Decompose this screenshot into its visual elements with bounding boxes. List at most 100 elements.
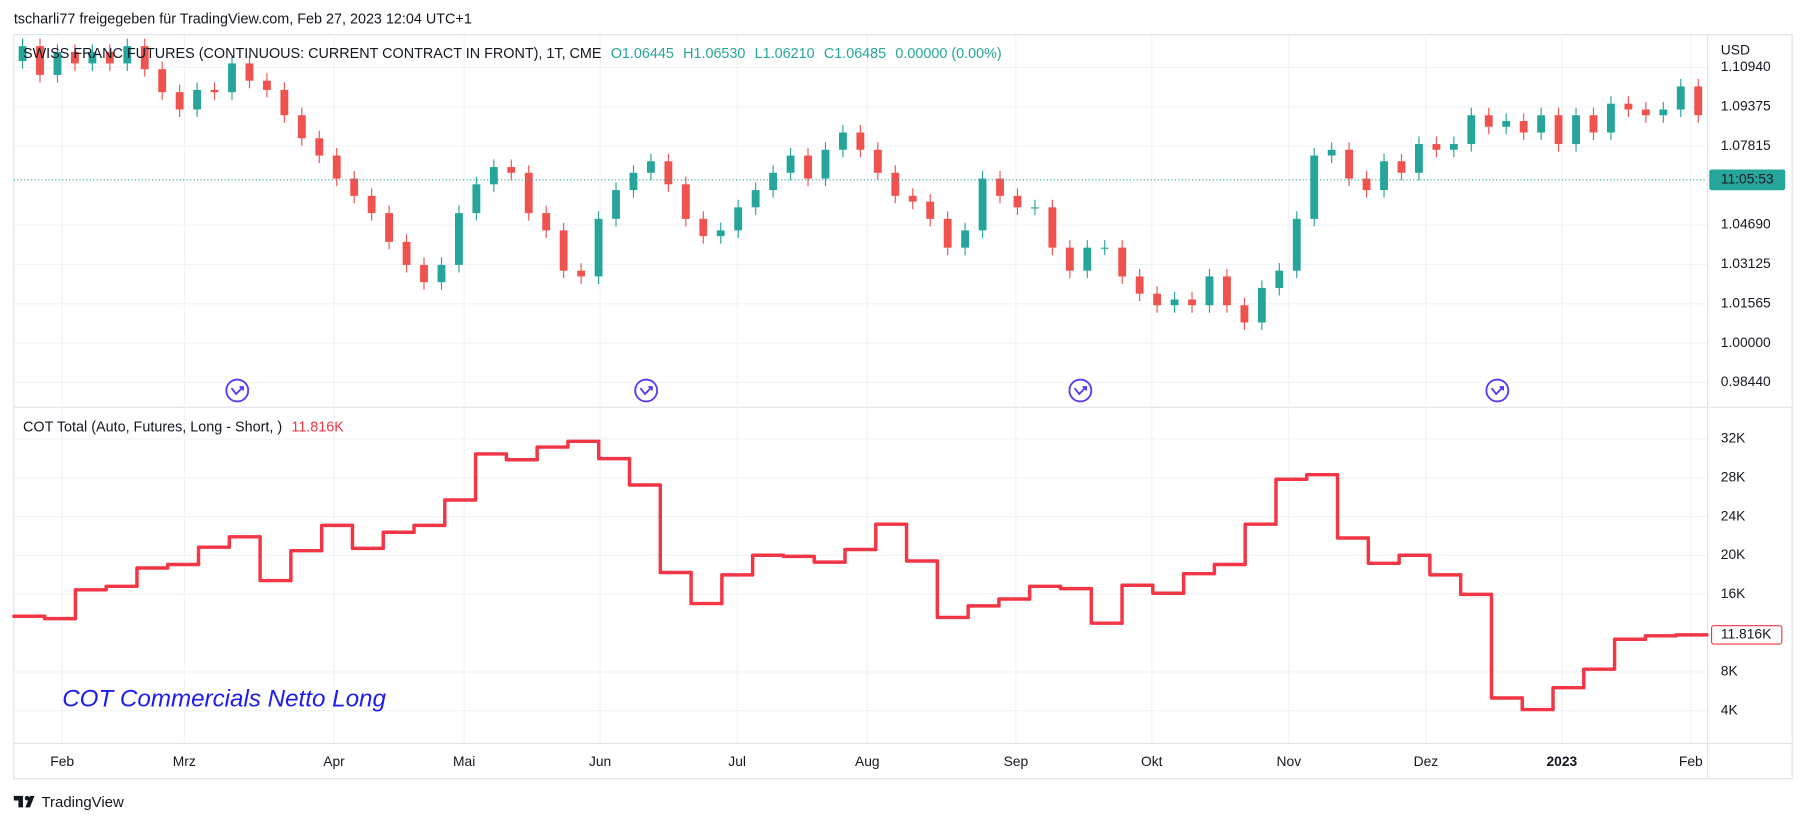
cot-step xyxy=(750,553,786,577)
candle-body xyxy=(1676,86,1685,110)
cot-step xyxy=(1181,571,1217,596)
candle-body xyxy=(839,132,847,150)
cot-step xyxy=(73,588,108,621)
cot-step xyxy=(227,535,262,549)
y-tick-label: 1.07815 xyxy=(1721,137,1771,153)
candle-body xyxy=(716,230,725,237)
y-tick-label: 20K xyxy=(1721,546,1746,562)
cot-step xyxy=(1120,583,1155,625)
candle-body xyxy=(1432,144,1441,150)
candle-body xyxy=(577,270,586,277)
y-tick-label: 24K xyxy=(1721,507,1746,523)
candle-body xyxy=(1013,195,1022,208)
cot-step xyxy=(566,439,601,449)
cot-step xyxy=(1674,633,1709,638)
candle-body xyxy=(769,172,778,191)
candle-body xyxy=(1589,115,1598,133)
x-tick-label: Sep xyxy=(1004,753,1029,769)
candle-body xyxy=(1554,115,1563,145)
candle-body xyxy=(1397,161,1406,173)
legend: SWISS FRANC FUTURES (CONTINUOUS: CURRENT… xyxy=(23,46,1002,62)
cot-step xyxy=(443,498,478,528)
candle-body xyxy=(1170,299,1179,306)
cot-step xyxy=(412,523,447,534)
candle-body xyxy=(280,89,289,116)
logo[interactable]: TradingView xyxy=(13,794,124,811)
x-tick-label: Feb xyxy=(1679,753,1703,769)
cot-step xyxy=(196,545,232,567)
candle-body xyxy=(437,264,446,283)
candle-body xyxy=(1502,120,1511,127)
event-icon[interactable] xyxy=(634,378,659,403)
countdown: 11:05:53 xyxy=(1721,170,1774,186)
cot-step xyxy=(658,483,693,575)
candle-body xyxy=(996,178,1004,196)
candle-body xyxy=(1100,247,1109,249)
y-tick-label: 8K xyxy=(1721,663,1739,679)
legend-close: C1.06485 xyxy=(824,46,886,62)
candle-body xyxy=(629,172,638,191)
footer: TradingView xyxy=(41,794,124,811)
x-tick-label: Nov xyxy=(1277,753,1302,769)
cot-step xyxy=(1151,583,1186,596)
candle-body xyxy=(1484,115,1493,127)
candle-body xyxy=(926,201,935,219)
cot-step xyxy=(135,566,170,589)
candle-body xyxy=(88,51,97,64)
candle-body xyxy=(1345,149,1354,179)
cot-step xyxy=(1089,586,1124,625)
candle-body xyxy=(1467,115,1476,145)
cot-step xyxy=(843,547,878,564)
y-tick-label: 1.10940 xyxy=(1721,58,1771,74)
candle-body xyxy=(1065,247,1074,271)
candle-body xyxy=(36,46,44,75)
candle-body xyxy=(1188,299,1196,306)
candle-body xyxy=(821,149,830,179)
cot-step xyxy=(781,553,816,559)
candle-body xyxy=(332,155,341,179)
candle-body xyxy=(1327,149,1336,156)
event-icon[interactable] xyxy=(225,378,250,403)
cot-step xyxy=(812,554,847,564)
candle-body xyxy=(1572,115,1580,145)
candle-body xyxy=(1310,155,1319,219)
y-tick-label: 28K xyxy=(1721,468,1746,484)
cot-step xyxy=(289,548,324,583)
candle-body xyxy=(908,195,917,202)
event-icon[interactable] xyxy=(1068,378,1093,403)
cot-step xyxy=(689,570,724,606)
cot-step xyxy=(104,584,139,592)
candle-body xyxy=(1641,109,1650,116)
cot-step xyxy=(720,573,755,606)
candle-body xyxy=(1083,247,1092,271)
candle-body xyxy=(943,218,952,248)
cot-step xyxy=(1335,472,1371,540)
candle-body xyxy=(1135,276,1144,294)
candle-body xyxy=(594,218,603,277)
cot-step xyxy=(1058,584,1093,591)
candle-body xyxy=(1659,109,1668,116)
cot-step xyxy=(1305,472,1340,481)
last-value-box xyxy=(1710,625,1783,645)
event-icon[interactable] xyxy=(1485,378,1510,403)
candle-body xyxy=(472,184,481,214)
y-tick-label: 4K xyxy=(1721,701,1739,717)
candle-body xyxy=(1415,144,1423,173)
legend-change: 0.00000 (0.00%) xyxy=(895,46,1001,62)
candle-body xyxy=(751,190,760,208)
candle-body xyxy=(1380,161,1388,191)
candle-body xyxy=(1607,103,1615,133)
legend-low: L1.06210 xyxy=(755,46,815,62)
cot-step xyxy=(535,445,570,462)
cot-step xyxy=(166,562,201,570)
candle-body xyxy=(804,155,812,179)
indicator-title: COT Total (Auto, Futures, Long - Short, … xyxy=(23,419,282,435)
countdown-box xyxy=(1709,169,1786,191)
candle-body xyxy=(158,69,167,93)
cot-step xyxy=(1243,522,1278,567)
candle-body xyxy=(1031,207,1039,209)
x-tick-label: Mai xyxy=(453,753,475,769)
candle-body xyxy=(297,115,306,139)
cot-step xyxy=(1458,573,1494,597)
legend-high: H1.06530 xyxy=(683,46,745,62)
